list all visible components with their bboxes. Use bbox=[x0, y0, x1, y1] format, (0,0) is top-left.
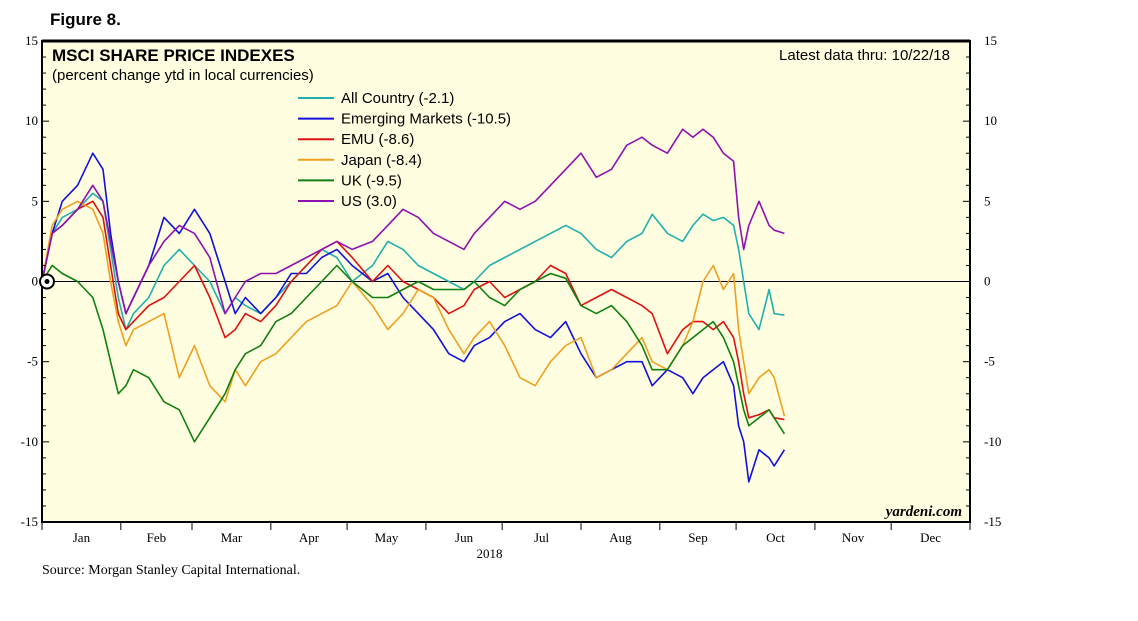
x-tick-label: Jan bbox=[73, 530, 91, 545]
y-tick-label-right: -5 bbox=[984, 354, 995, 369]
legend: All Country (-2.1) Emerging Markets (-10.… bbox=[298, 90, 511, 210]
y-tick-label-right: 15 bbox=[984, 33, 997, 48]
legend-label: EMU (-8.6) bbox=[341, 131, 414, 148]
x-tick-label: Jul bbox=[534, 530, 550, 545]
series-line-uk bbox=[41, 264, 786, 443]
series-lines bbox=[41, 128, 786, 483]
legend-label: Emerging Markets (-10.5) bbox=[341, 111, 511, 128]
x-tick-label: May bbox=[375, 530, 399, 545]
y-tick-label-left: 0 bbox=[32, 274, 39, 289]
y-tick-label-right: -10 bbox=[984, 434, 1001, 449]
chart-subtitle: (percent change ytd in local currencies) bbox=[52, 67, 314, 84]
series-line-all-country bbox=[41, 192, 785, 331]
legend-label: UK (-9.5) bbox=[341, 172, 402, 189]
x-tick-label: Aug bbox=[609, 530, 632, 545]
axes: -15 -15 -10 -10 -5 -5 0 0 5 5 10 10 15 15 Jan Feb Mar Apr… bbox=[21, 33, 1002, 545]
y-tick-label-left: -15 bbox=[21, 514, 38, 529]
legend-label: Japan (-8.4) bbox=[341, 152, 422, 169]
y-tick-label-left: 5 bbox=[32, 193, 39, 208]
credit-watermark: yardeni.com bbox=[884, 504, 962, 520]
y-tick-label-right: 10 bbox=[984, 113, 997, 128]
chart-title: MSCI SHARE PRICE INDEXES bbox=[52, 46, 295, 65]
figure-label: Figure 8. bbox=[50, 10, 121, 29]
latest-data-note: Latest data thru: 10/22/18 bbox=[779, 47, 950, 64]
x-tick-label: Apr bbox=[299, 530, 320, 545]
legend-label: All Country (-2.1) bbox=[341, 90, 454, 107]
y-tick-label-left: -10 bbox=[21, 434, 38, 449]
start-marker-dot bbox=[44, 279, 50, 284]
year-label: 2018 bbox=[476, 546, 502, 561]
x-tick-label: Nov bbox=[842, 530, 865, 545]
series-line-us bbox=[41, 128, 785, 315]
x-tick-label: Oct bbox=[766, 530, 785, 545]
x-tick-label: Feb bbox=[147, 530, 167, 545]
y-tick-label-left: 15 bbox=[25, 33, 38, 48]
chart-text: MSCI SHARE PRICE INDEXES (percent change… bbox=[52, 46, 962, 561]
legend-label: US (3.0) bbox=[341, 193, 397, 210]
y-tick-label-left: 10 bbox=[25, 113, 38, 128]
x-tick-label: Jun bbox=[455, 530, 474, 545]
x-tick-label: Dec bbox=[920, 530, 941, 545]
y-tick-label-right: 5 bbox=[984, 193, 991, 208]
y-tick-label-left: -5 bbox=[27, 354, 38, 369]
series-line-japan bbox=[41, 200, 786, 417]
y-tick-label-right: -15 bbox=[984, 514, 1001, 529]
source-note: Source: Morgan Stanley Capital Internati… bbox=[42, 563, 301, 578]
y-tick-label-right: 0 bbox=[984, 274, 991, 289]
x-tick-label: Mar bbox=[221, 530, 243, 545]
x-tick-label: Sep bbox=[688, 530, 708, 545]
